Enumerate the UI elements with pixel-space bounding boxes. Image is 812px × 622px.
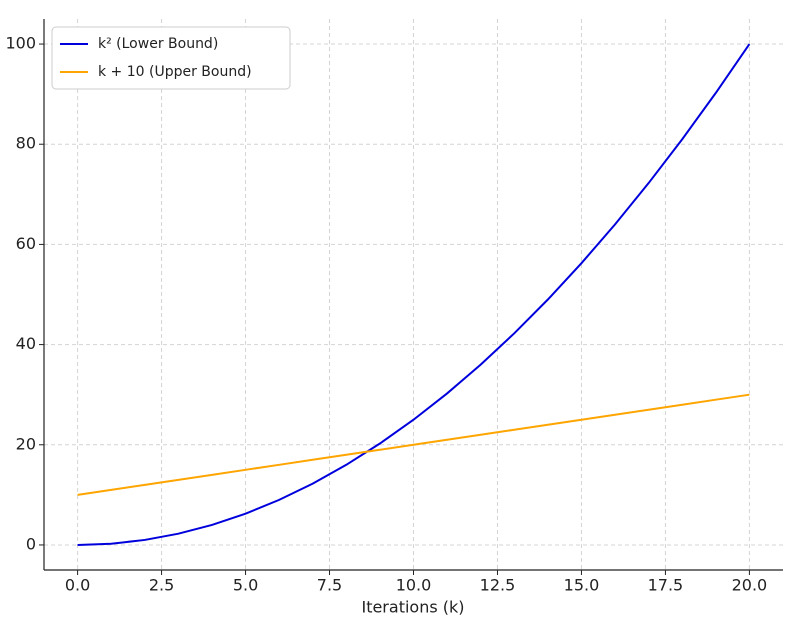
x-tick-label: 12.5 [480,576,516,595]
x-tick-label: 15.0 [564,576,600,595]
y-tick-label: 20 [16,434,36,453]
y-tick-label: 60 [16,234,36,253]
legend-box [51,26,291,90]
y-tick-label: 80 [16,134,36,153]
legend-label: k² (Lower Bound) [98,36,218,52]
y-tick-label: 40 [16,334,36,353]
x-tick-label: 7.5 [317,576,342,595]
x-tick-label: 10.0 [396,576,432,595]
y-tick-label: 0 [26,534,36,553]
line [77,43,751,546]
legend: k² (Lower Bound) k + 10 (Upper Bound) [51,26,291,90]
line [77,393,750,496]
x-axis-label: Iterations (k) [361,598,464,617]
x-tick-label: 5.0 [233,576,258,595]
legend-label: k + 10 (Upper Bound) [98,64,252,80]
x-tick-label: 20.0 [732,576,768,595]
y-tick-label: 100 [5,34,36,53]
x-tick-label: 17.5 [648,576,684,595]
x-tick-label: 0.0 [65,576,90,595]
x-tick-label: 2.5 [149,576,174,595]
